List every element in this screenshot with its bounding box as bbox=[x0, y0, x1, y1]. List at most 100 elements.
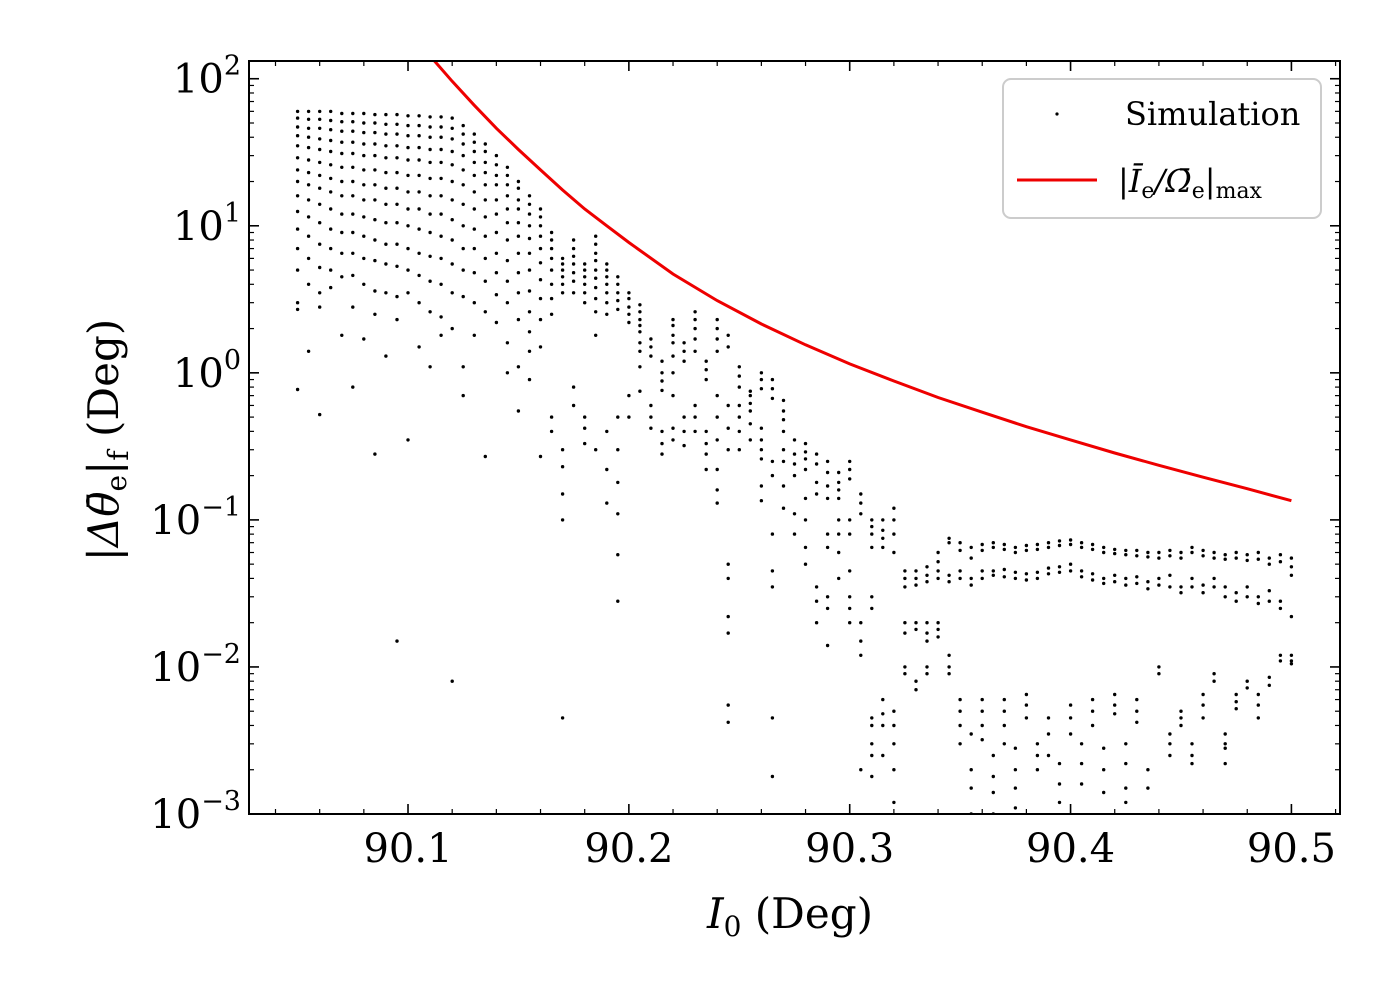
scatter-point bbox=[1035, 576, 1040, 581]
x-tick-label: 90.3 bbox=[805, 826, 894, 872]
scatter-point bbox=[306, 170, 311, 175]
scatter-point bbox=[395, 132, 399, 136]
scatter-point bbox=[616, 448, 620, 452]
scatter-point bbox=[1179, 723, 1183, 728]
scatter-point bbox=[439, 256, 443, 261]
scatter-point bbox=[925, 672, 929, 676]
scatter-point bbox=[571, 246, 576, 251]
scatter-point bbox=[439, 125, 443, 129]
scatter-point bbox=[329, 285, 333, 290]
scatter-point bbox=[1102, 550, 1106, 555]
scatter-point bbox=[936, 569, 940, 573]
scatter-point bbox=[881, 697, 885, 702]
scatter-point bbox=[991, 541, 995, 545]
scatter-point bbox=[837, 470, 841, 475]
scatter-point bbox=[781, 459, 786, 464]
scatter-point bbox=[1289, 614, 1294, 619]
scatter-point bbox=[870, 595, 874, 599]
scatter-point bbox=[428, 160, 432, 165]
scatter-point bbox=[1234, 700, 1238, 704]
scatter-point bbox=[549, 312, 554, 316]
scatter-point bbox=[362, 337, 366, 341]
scatter-point bbox=[1289, 662, 1294, 666]
scatter-point bbox=[406, 123, 410, 128]
scatter-point bbox=[1267, 675, 1272, 679]
scatter-point bbox=[295, 301, 300, 305]
scatter-point bbox=[1046, 566, 1051, 570]
scatter-point bbox=[439, 176, 443, 181]
scatter-point bbox=[406, 207, 410, 211]
scatter-point bbox=[1278, 659, 1283, 663]
scatter-point bbox=[384, 122, 388, 127]
scatter-point bbox=[616, 307, 620, 312]
scatter-point bbox=[1256, 601, 1261, 606]
scatter-point bbox=[903, 576, 907, 581]
scatter-point bbox=[306, 109, 311, 114]
scatter-point bbox=[825, 484, 830, 488]
scatter-point bbox=[538, 207, 543, 211]
scatter-point bbox=[859, 501, 863, 505]
legend-label-simulation: Simulation bbox=[1125, 95, 1300, 133]
scatter-point bbox=[1212, 556, 1216, 560]
scatter-point bbox=[825, 532, 830, 536]
scatter-point bbox=[351, 194, 355, 198]
scatter-point bbox=[660, 441, 664, 446]
scatter-point bbox=[461, 393, 465, 398]
scatter-point bbox=[825, 470, 830, 475]
scatter-point bbox=[1234, 599, 1238, 603]
scatter-point bbox=[340, 129, 344, 133]
scatter-point bbox=[781, 506, 786, 510]
scatter-point bbox=[969, 583, 973, 587]
scatter-point bbox=[428, 125, 432, 129]
scatter-point bbox=[638, 310, 642, 314]
scatter-point bbox=[903, 665, 907, 669]
scatter-point bbox=[1223, 732, 1227, 736]
scatter-point bbox=[1068, 538, 1073, 542]
scatter-point bbox=[318, 147, 322, 152]
scatter-point bbox=[671, 341, 675, 345]
scatter-point bbox=[814, 480, 819, 485]
scatter-point bbox=[318, 412, 322, 417]
scatter-point bbox=[1256, 595, 1261, 599]
scatter-point bbox=[351, 111, 355, 116]
scatter-point bbox=[947, 580, 951, 584]
scatter-point bbox=[560, 448, 565, 452]
scatter-point bbox=[406, 173, 410, 178]
scatter-point bbox=[560, 291, 565, 295]
scatter-point bbox=[1102, 746, 1106, 750]
scatter-point bbox=[627, 415, 631, 419]
scatter-point bbox=[571, 262, 576, 266]
scatter-point bbox=[759, 484, 764, 488]
scatter-point bbox=[1024, 572, 1029, 576]
scatter-point bbox=[1146, 550, 1150, 555]
scatter-point bbox=[715, 393, 719, 398]
scatter-point bbox=[516, 198, 521, 202]
scatter-point bbox=[505, 221, 510, 225]
scatter-point bbox=[306, 349, 311, 353]
scatter-point bbox=[1068, 732, 1073, 736]
scatter-point bbox=[516, 271, 521, 275]
scatter-point bbox=[417, 273, 421, 278]
scatter-point bbox=[329, 176, 333, 181]
scatter-point bbox=[1278, 606, 1283, 611]
scatter-point bbox=[583, 441, 587, 446]
scatter-point bbox=[1046, 732, 1051, 736]
scatter-point bbox=[505, 301, 510, 305]
scatter-point bbox=[318, 160, 322, 165]
scatter-point bbox=[516, 317, 521, 322]
scatter-point bbox=[1035, 547, 1040, 552]
scatter-point bbox=[439, 315, 443, 319]
scatter-point bbox=[892, 800, 896, 805]
scatter-point bbox=[1113, 573, 1117, 577]
scatter-point bbox=[527, 194, 532, 198]
scatter-point bbox=[1102, 545, 1106, 550]
scatter-point bbox=[1289, 565, 1294, 569]
scatter-point bbox=[837, 550, 841, 555]
scatter-point bbox=[605, 282, 609, 286]
scatter-point bbox=[814, 585, 819, 589]
scatter-point bbox=[560, 268, 565, 272]
scatter-point bbox=[538, 296, 543, 301]
scatter-point bbox=[406, 268, 410, 272]
scatter-point bbox=[549, 282, 554, 286]
scatter-point bbox=[991, 790, 995, 795]
